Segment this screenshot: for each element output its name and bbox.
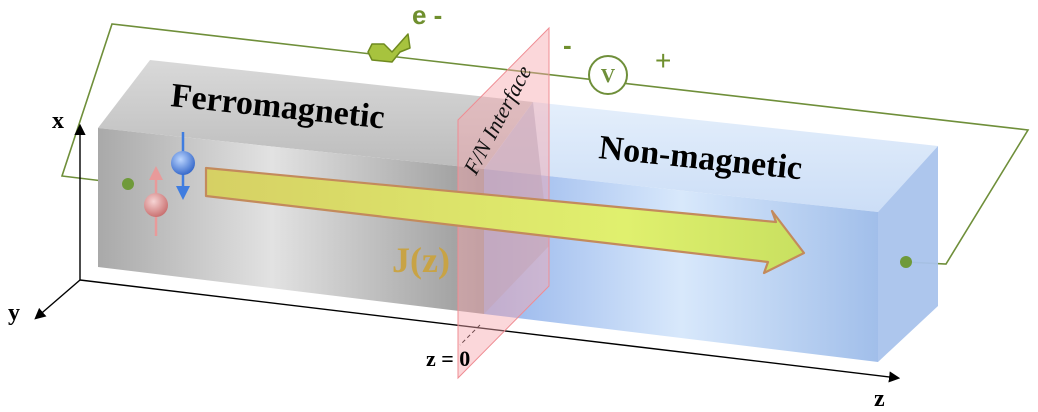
- spin-down-electron: [171, 132, 195, 200]
- voltmeter-plus-label: +: [655, 45, 671, 76]
- nonmagnet-side-face: [878, 146, 938, 362]
- coordinate-axes: [34, 123, 901, 383]
- right-contact-dot: [900, 256, 912, 268]
- voltmeter: V: [588, 55, 628, 95]
- axis-x-label: x: [52, 108, 64, 134]
- axis-y: [34, 279, 81, 320]
- axis-z: [79, 279, 901, 383]
- ferromagnet-front-face: [98, 128, 484, 314]
- axis-y-label: y: [8, 300, 20, 326]
- circuit-wire: [60, 23, 1030, 265]
- z-zero-label: z = 0: [426, 346, 470, 371]
- current-arrow: [204, 166, 806, 275]
- electron-flow-arrow: [367, 33, 411, 63]
- spin-up-electron: [144, 166, 168, 236]
- z0-guide: [459, 324, 481, 346]
- electron-label: e -: [412, 0, 442, 30]
- voltmeter-label: V: [601, 65, 616, 87]
- ferromagnetic-block: [98, 60, 533, 314]
- current-label: J(z): [392, 240, 450, 280]
- voltmeter-circle: [588, 55, 628, 95]
- nonmagnet-top-face: [484, 102, 938, 212]
- voltmeter-minus-label: -: [563, 30, 572, 60]
- ferromagnet-top-face: [98, 60, 533, 169]
- axis-z-label: z: [874, 386, 885, 412]
- left-contact-dot: [122, 178, 134, 190]
